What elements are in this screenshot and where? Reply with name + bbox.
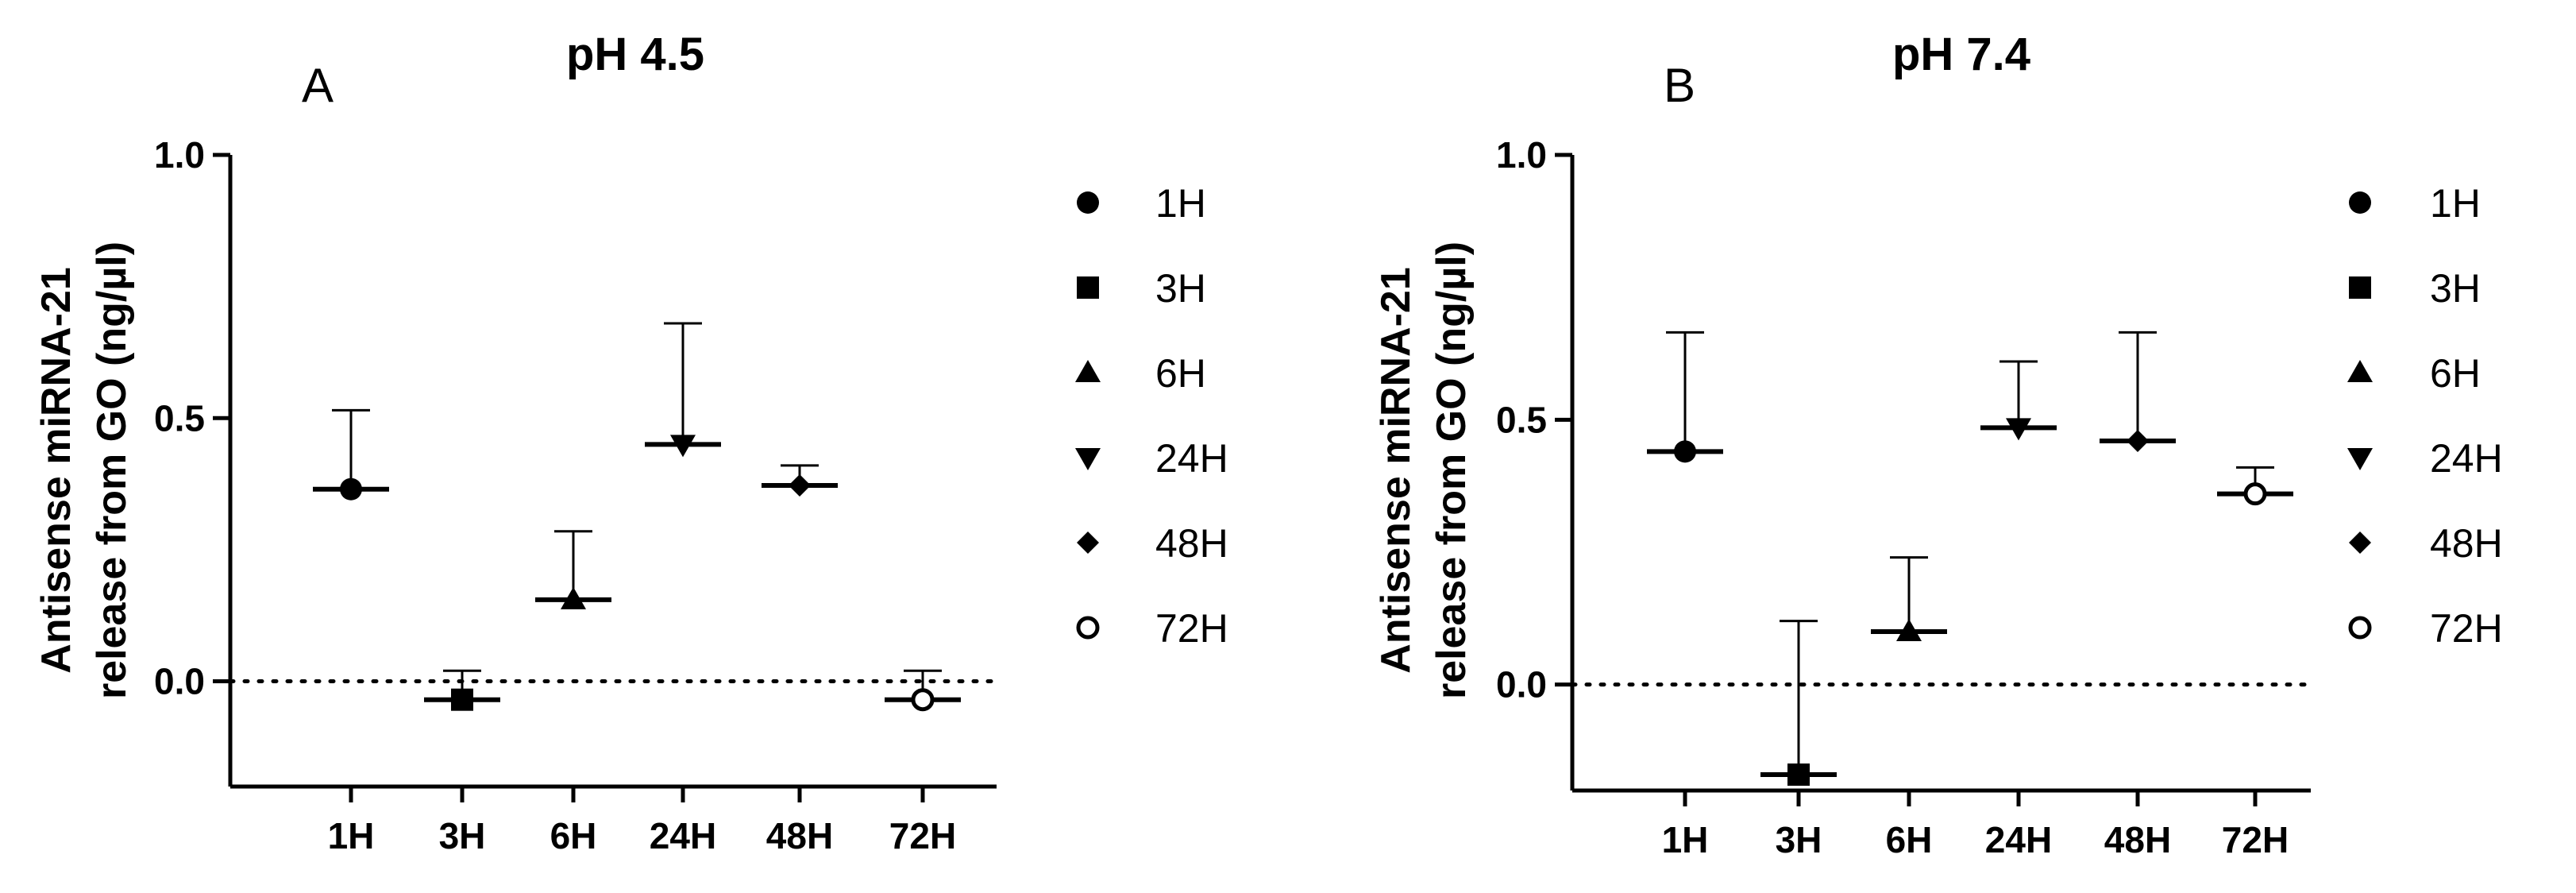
y-tick-label: 0.5 [154,397,205,439]
data-point-48h [2127,430,2149,452]
legend-label: 1H [1155,181,1206,226]
legend-label: 3H [2430,266,2481,311]
legend-label: 48H [1155,521,1228,566]
panel-B: pH 7.4 B Antisense miRNA-21 release from GO… [1373,29,2503,860]
x-tick-label: 1H [328,815,375,856]
legend-label: 72H [1155,606,1228,651]
panel-letter: A [302,59,334,112]
legend-label: 72H [2430,606,2503,651]
legend-label: 24H [1155,436,1228,481]
y-axis-label: Antisense miRNA-21 [1373,267,1419,673]
data-point-24h [670,435,696,458]
data-point-1h [1674,440,1696,463]
legend-label: 3H [1155,266,1206,311]
y-tick-label: 0.5 [1496,399,1547,440]
x-tick-label: 48H [766,815,833,856]
legend-marker-1h [1077,191,1099,214]
data-point-72h [911,688,935,712]
legend-marker-24h [2347,448,2373,470]
data-point-1h [340,477,362,501]
x-tick-label: 72H [889,815,956,856]
y-tick-label: 0.0 [154,661,205,702]
x-tick-label: 1H [1662,819,1709,860]
x-tick-label: 24H [650,815,716,856]
x-tick-label: 24H [1985,819,2052,860]
legend-marker-72h [1076,616,1100,640]
legend-marker-3h [1077,276,1099,299]
legend-marker-48h [1077,532,1099,554]
data-point-6h [561,586,586,609]
x-tick-label: 6H [550,815,597,856]
data-point-48h [789,474,811,497]
legend-label: 1H [2430,181,2481,226]
legend-marker-6h [2347,360,2373,382]
legend-marker-72h [2348,616,2372,640]
legend-marker-3h [2349,276,2371,299]
x-tick-label: 6H [1886,819,1933,860]
y-axis-label: release from GO (ng/µl) [1429,242,1475,699]
legend-marker-6h [1075,360,1101,382]
y-axis-label: release from GO (ng/µl) [89,242,135,699]
legend-marker-48h [2349,532,2371,554]
data-point-24h [2006,418,2031,441]
chart-title: pH 7.4 [1892,29,2030,80]
data-point-3h [451,688,473,711]
data-point-3h [1787,763,1810,786]
data-point-72h [2243,482,2267,506]
x-tick-label: 72H [2222,819,2289,860]
panel-A: pH 4.5 A Antisense miRNA-21 release from GO… [33,29,1228,856]
legend-label: 6H [2430,351,2481,396]
legend-label: 48H [2430,521,2503,566]
legend-label: 24H [2430,436,2503,481]
y-tick-label: 1.0 [154,134,205,176]
data-point-6h [1896,619,1922,641]
y-tick-label: 1.0 [1496,134,1547,176]
x-tick-label: 3H [439,815,486,856]
y-tick-label: 0.0 [1496,664,1547,706]
legend-marker-1h [2349,191,2371,214]
y-axis-label: Antisense miRNA-21 [33,267,79,673]
legend-marker-24h [1075,448,1101,470]
x-tick-label: 48H [2104,819,2171,860]
x-tick-label: 3H [1776,819,1822,860]
legend-label: 6H [1155,351,1206,396]
panel-letter: B [1664,59,1695,112]
chart-title: pH 4.5 [566,29,704,80]
